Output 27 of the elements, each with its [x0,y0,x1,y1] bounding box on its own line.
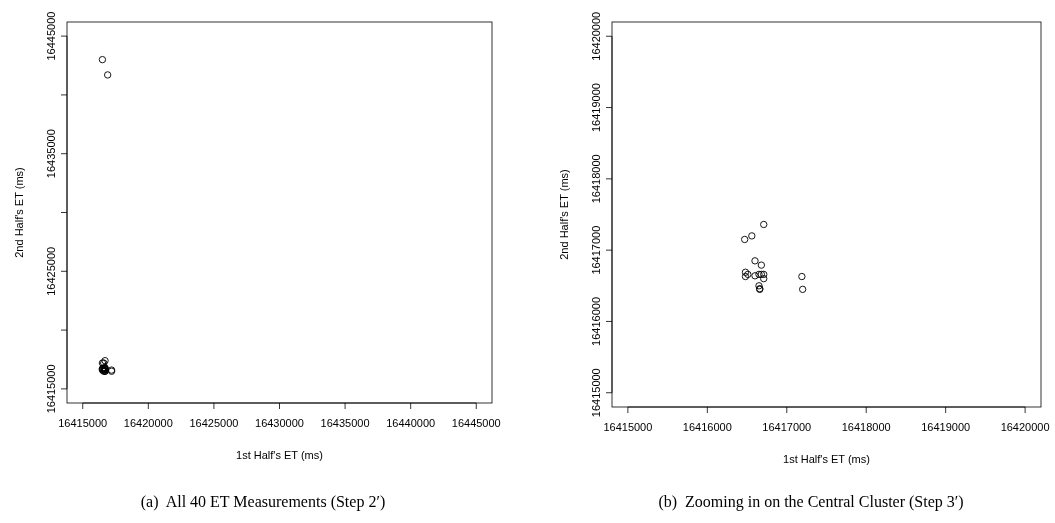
y-tick-label: 16416000 [590,296,602,346]
x-axis-title: 1st Half's ET (ms) [783,453,870,465]
y-tick-label: 16435000 [45,129,57,179]
y-tick-label: 16418000 [590,154,602,204]
y-axis-title: 2nd Half's ET (ms) [558,169,570,260]
x-tick-label: 16430000 [255,417,304,429]
x-tick-label: 16415000 [58,417,108,429]
x-tick-label: 16418000 [841,421,891,433]
x-tick-label: 16445000 [451,417,501,429]
y-tick-label: 16419000 [590,83,602,133]
text: (b) Zooming in on the Central Cluster (Step 3′) [658,493,964,511]
y-tick-label: 16420000 [590,11,602,61]
y-axis-title: 2nd Half's ET (ms) [13,167,25,258]
x-axis-title: 1st Half's ET (ms) [236,449,323,461]
text: (a) All 40 ET Measurements (Step 2′) [140,493,386,511]
x-tick-label: 16415000 [603,421,653,433]
x-tick-label: 16420000 [123,417,173,429]
x-tick-label: 16440000 [386,417,436,429]
y-tick-label: 16425000 [45,246,57,296]
x-tick-label: 16420000 [1000,421,1050,433]
y-tick-label: 16417000 [590,225,602,275]
x-tick-label: 16419000 [921,421,971,433]
y-tick-label: 16445000 [45,11,57,61]
x-tick-label: 16417000 [762,421,812,433]
x-tick-label: 16435000 [320,417,370,429]
x-tick-label: 16416000 [682,421,732,433]
x-tick-label: 16425000 [189,417,239,429]
